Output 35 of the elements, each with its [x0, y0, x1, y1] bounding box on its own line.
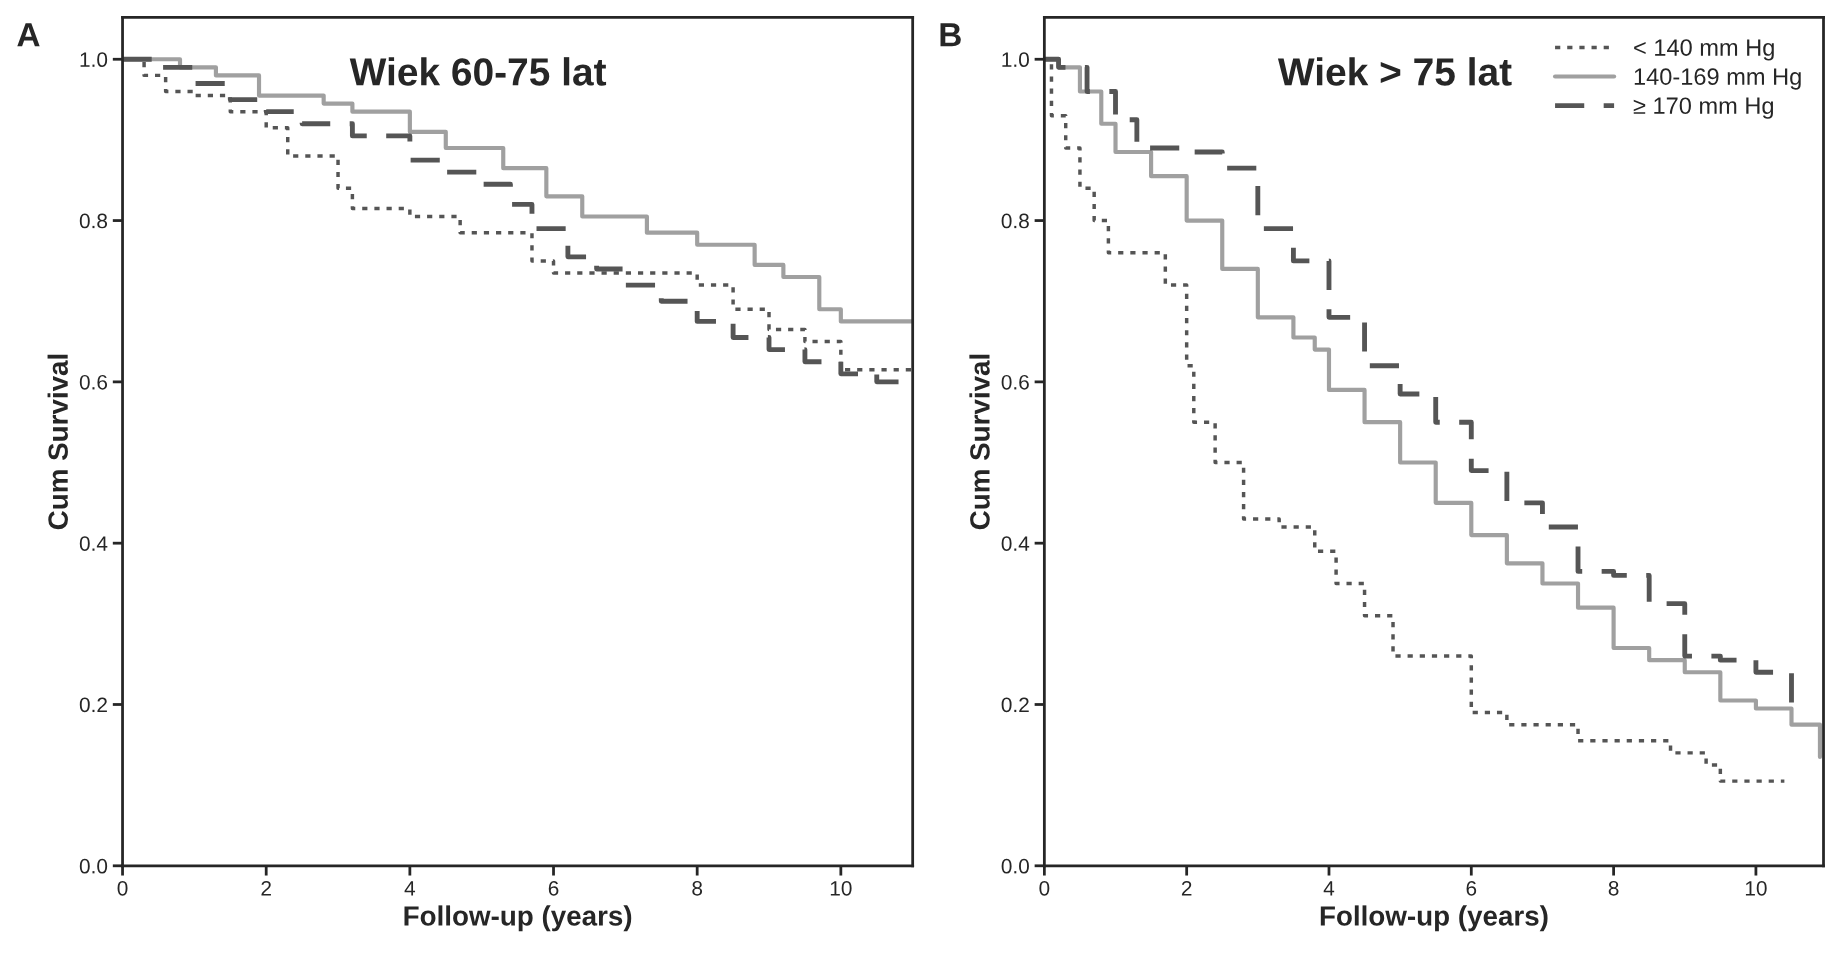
y-tick-label: 0.2 [1001, 697, 1029, 713]
y-tick-label: 0.2 [79, 697, 107, 713]
y-tick-label: 0.0 [1001, 858, 1029, 874]
x-tick-label: 2 [1181, 880, 1192, 896]
x-tick-label: 4 [404, 881, 416, 896]
y-axis-title: Cum Survival [47, 354, 68, 530]
y-tick-label: 0.6 [79, 374, 108, 390]
legend-label: ≥ 170 mm Hg [1633, 97, 1774, 119]
x-tick-label: 6 [548, 880, 559, 896]
text: B [940, 23, 961, 47]
legend-label: 140-169 mm Hg [1634, 68, 1801, 90]
x-tick-label: 0 [1039, 880, 1050, 896]
y-axis-title: Cum Survival [969, 354, 990, 530]
x-tick-label: 10 [1745, 880, 1767, 896]
x-axis-title: Follow-up (years) [404, 905, 632, 932]
y-tick-label: 1.0 [80, 52, 108, 68]
x-tick-label: 4 [1323, 881, 1335, 896]
x-axis-title: Follow-up (years) [1320, 905, 1548, 932]
text: Wiek 60-75 lat [349, 57, 607, 86]
x-tick-label: 2 [261, 880, 271, 896]
y-tick-label: 0.8 [1001, 213, 1029, 229]
x-tick-label: 10 [830, 880, 852, 896]
x-tick-label: 6 [1466, 880, 1477, 896]
x-tick-label: 8 [692, 880, 703, 896]
x-tick-label: 8 [1608, 880, 1619, 896]
text: Wiek > 75 lat [1277, 57, 1512, 86]
y-tick-label: 0.0 [79, 858, 108, 874]
legend-label: < 140 mm Hg [1634, 39, 1774, 61]
y-tick-label: 0.4 [1001, 536, 1030, 551]
y-tick-label: 0.6 [1001, 374, 1029, 390]
text: A [17, 23, 40, 47]
y-tick-label: 1.0 [1002, 52, 1029, 68]
y-tick-label: 0.8 [79, 213, 108, 229]
x-tick-label: 0 [117, 880, 128, 896]
y-tick-label: 0.4 [79, 536, 108, 551]
